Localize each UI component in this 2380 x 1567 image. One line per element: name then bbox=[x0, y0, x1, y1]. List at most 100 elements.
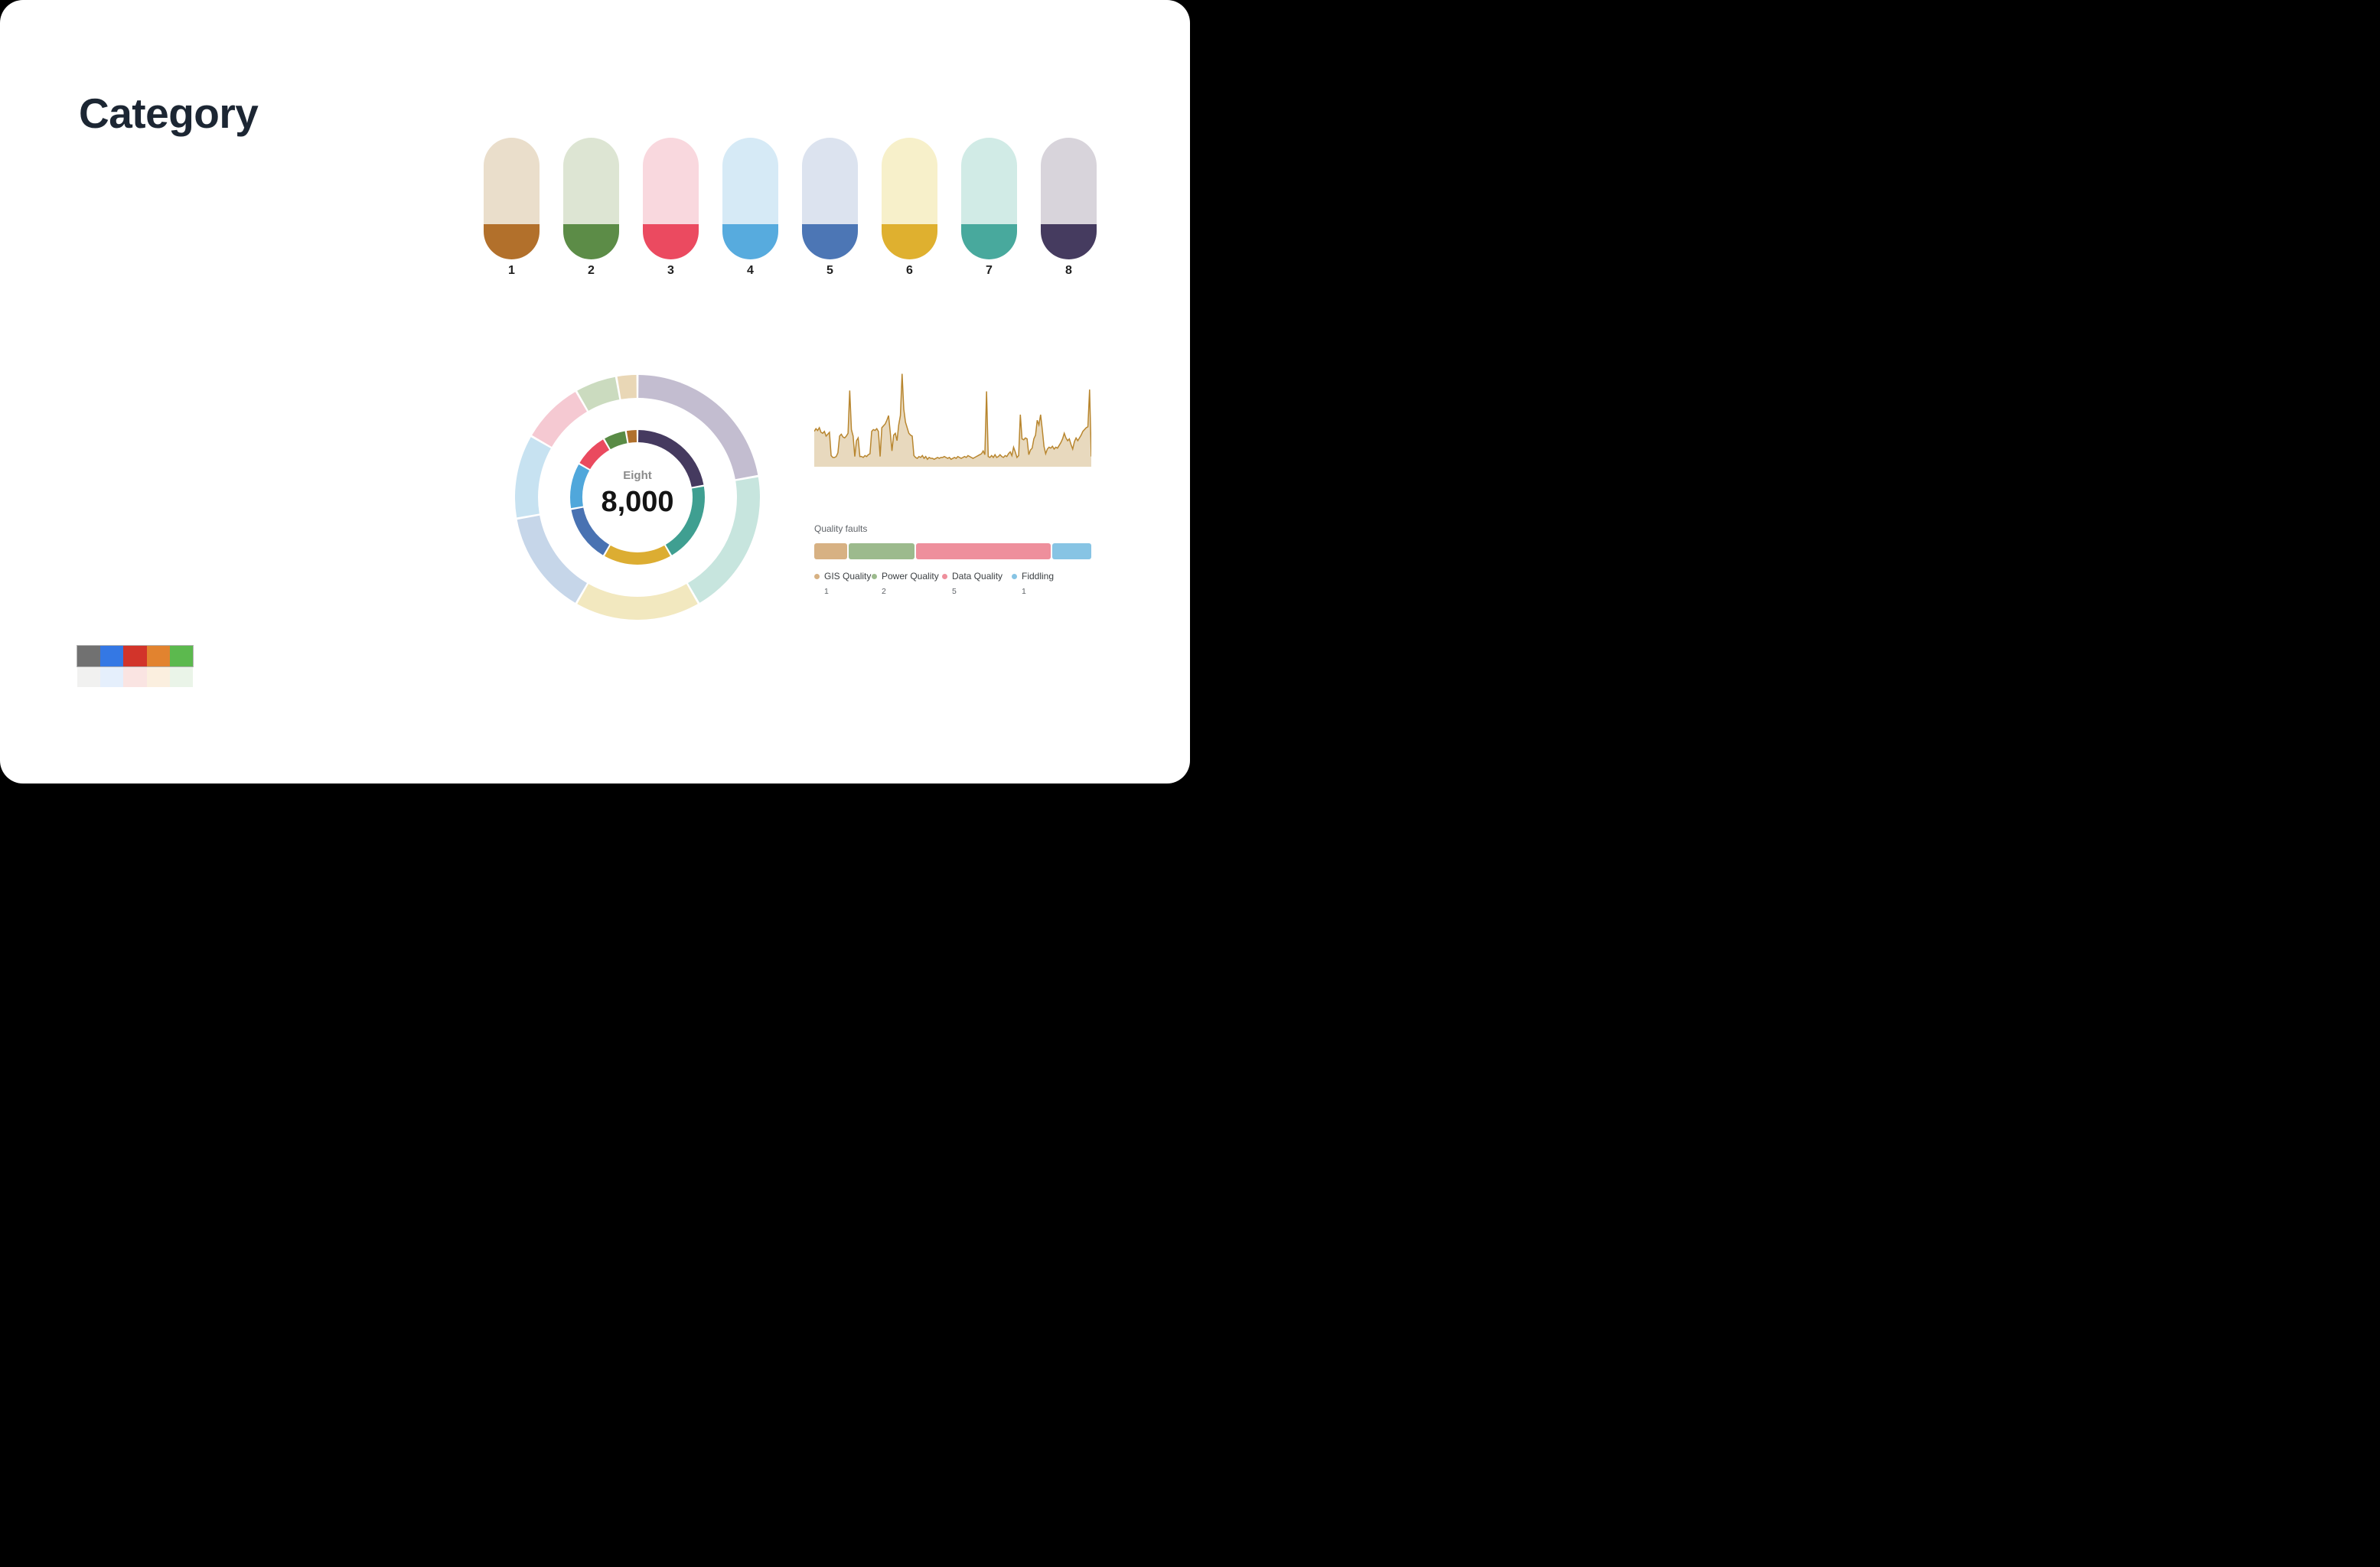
swatch-pill-5 bbox=[802, 138, 858, 259]
swatch-dark-color bbox=[722, 224, 778, 259]
swatch-number: 8 bbox=[1065, 264, 1072, 277]
swatch-pill-6 bbox=[882, 138, 937, 259]
page-title: Category bbox=[79, 90, 259, 137]
donut-inner-segment-3 bbox=[579, 439, 610, 470]
swatch-number: 4 bbox=[747, 264, 754, 277]
swatch-dark-color bbox=[882, 224, 937, 259]
donut-outer-segment-4 bbox=[515, 437, 551, 518]
swatch-number: 6 bbox=[906, 264, 913, 277]
donut-outer-segment-3 bbox=[532, 392, 587, 447]
legend-label: GIS Quality bbox=[824, 571, 872, 582]
palette-swatch-light-5 bbox=[169, 666, 193, 687]
swatch-light-color bbox=[882, 138, 937, 224]
palette-row-strong bbox=[77, 645, 194, 667]
palette-swatch-strong-4 bbox=[146, 646, 170, 666]
donut-center-value: 8,000 bbox=[601, 486, 674, 518]
category-swatch-8: 8 bbox=[1041, 138, 1097, 278]
legend-value: 2 bbox=[882, 587, 886, 596]
legend-label: Fiddling bbox=[1022, 571, 1055, 582]
swatch-number: 7 bbox=[986, 264, 993, 277]
donut-outer-segment-7 bbox=[688, 477, 760, 603]
bar-segment-fiddling bbox=[1051, 543, 1092, 559]
swatch-pill-3 bbox=[643, 138, 699, 259]
donut-outer-segment-2 bbox=[577, 376, 620, 411]
swatch-pill-4 bbox=[722, 138, 778, 259]
area-line bbox=[814, 373, 1091, 461]
legend-value: 5 bbox=[952, 587, 957, 596]
swatch-dark-color bbox=[961, 224, 1017, 259]
legend-item-power-quality: Power Quality 2 bbox=[872, 571, 942, 596]
palette-swatch-strong-3 bbox=[123, 646, 147, 666]
swatch-pill-1 bbox=[484, 138, 540, 259]
canvas-card: Category 1 2 3 4 5 6 7 8 Eight 8,000 Quality fa… bbox=[0, 0, 1190, 784]
legend-dot bbox=[872, 573, 877, 579]
donut-chart bbox=[515, 375, 760, 620]
donut-outer-segment-8 bbox=[638, 375, 758, 480]
palette-swatch-light-4 bbox=[146, 666, 170, 687]
swatch-number: 2 bbox=[588, 264, 595, 277]
donut-center-label: Eight bbox=[623, 469, 652, 482]
swatch-light-color bbox=[722, 138, 778, 224]
donut-inner-segment-8 bbox=[637, 430, 704, 487]
legend-item-row: Fiddling bbox=[1012, 571, 1088, 582]
legend-item-row: Data Quality bbox=[942, 571, 1012, 582]
swatch-pill-2 bbox=[563, 138, 619, 259]
palette-swatch-light-1 bbox=[77, 666, 101, 687]
swatch-light-color bbox=[563, 138, 619, 224]
palette-swatch-strong-2 bbox=[100, 646, 124, 666]
category-swatch-5: 5 bbox=[802, 138, 858, 278]
donut-outer-segment-5 bbox=[517, 515, 587, 603]
category-swatch-2: 2 bbox=[563, 138, 619, 278]
donut-inner-segment-4 bbox=[570, 464, 590, 509]
swatch-light-color bbox=[1041, 138, 1097, 224]
legend-item-gis-quality: GIS Quality 1 bbox=[814, 571, 872, 596]
legend-dot bbox=[814, 573, 820, 579]
area-fill bbox=[814, 373, 1091, 467]
swatch-number: 1 bbox=[508, 264, 515, 277]
quality-faults-legend: GIS Quality 1 Power Quality 2 Data Quality 5 F… bbox=[814, 571, 1088, 596]
donut-inner-segment-7 bbox=[665, 486, 705, 555]
swatch-light-color bbox=[484, 138, 540, 224]
mini-palette bbox=[77, 645, 194, 687]
swatch-number: 3 bbox=[667, 264, 674, 277]
swatch-pill-8 bbox=[1041, 138, 1097, 259]
legend-value: 1 bbox=[1022, 587, 1026, 596]
palette-swatch-light-2 bbox=[100, 666, 124, 687]
legend-item-row: Power Quality bbox=[872, 571, 942, 582]
quality-faults-title: Quality faults bbox=[814, 523, 868, 534]
quality-faults-bar bbox=[814, 543, 1092, 559]
area-chart bbox=[814, 373, 1091, 467]
legend-label: Data Quality bbox=[952, 571, 1003, 582]
swatch-dark-color bbox=[484, 224, 540, 259]
swatch-dark-color bbox=[802, 224, 858, 259]
category-swatch-6: 6 bbox=[882, 138, 937, 278]
palette-swatch-strong-1 bbox=[77, 646, 101, 666]
category-swatch-row: 1 2 3 4 5 6 7 8 bbox=[484, 138, 1097, 278]
legend-value: 1 bbox=[824, 587, 829, 596]
palette-row-light bbox=[77, 666, 193, 687]
legend-item-row: GIS Quality bbox=[814, 571, 872, 582]
swatch-light-color bbox=[961, 138, 1017, 224]
palette-swatch-light-3 bbox=[123, 666, 147, 687]
bar-segment-gis-quality bbox=[814, 543, 848, 559]
category-swatch-4: 4 bbox=[722, 138, 778, 278]
swatch-number: 5 bbox=[826, 264, 833, 277]
donut-inner-segment-6 bbox=[605, 545, 670, 565]
swatch-dark-color bbox=[643, 224, 699, 259]
swatch-dark-color bbox=[563, 224, 619, 259]
legend-dot bbox=[1012, 573, 1017, 579]
swatch-pill-7 bbox=[961, 138, 1017, 259]
legend-item-data-quality: Data Quality 5 bbox=[942, 571, 1012, 596]
swatch-dark-color bbox=[1041, 224, 1097, 259]
legend-label: Power Quality bbox=[882, 571, 939, 582]
donut-inner-segment-2 bbox=[605, 431, 628, 450]
donut-inner-segment-1 bbox=[626, 430, 637, 443]
palette-swatch-strong-5 bbox=[169, 646, 193, 666]
legend-item-fiddling: Fiddling 1 bbox=[1012, 571, 1088, 596]
category-swatch-7: 7 bbox=[961, 138, 1017, 278]
bar-segment-data-quality bbox=[915, 543, 1051, 559]
donut-center: Eight 8,000 bbox=[561, 469, 714, 519]
category-swatch-1: 1 bbox=[484, 138, 540, 278]
donut-outer-segment-1 bbox=[617, 375, 637, 399]
swatch-light-color bbox=[802, 138, 858, 224]
